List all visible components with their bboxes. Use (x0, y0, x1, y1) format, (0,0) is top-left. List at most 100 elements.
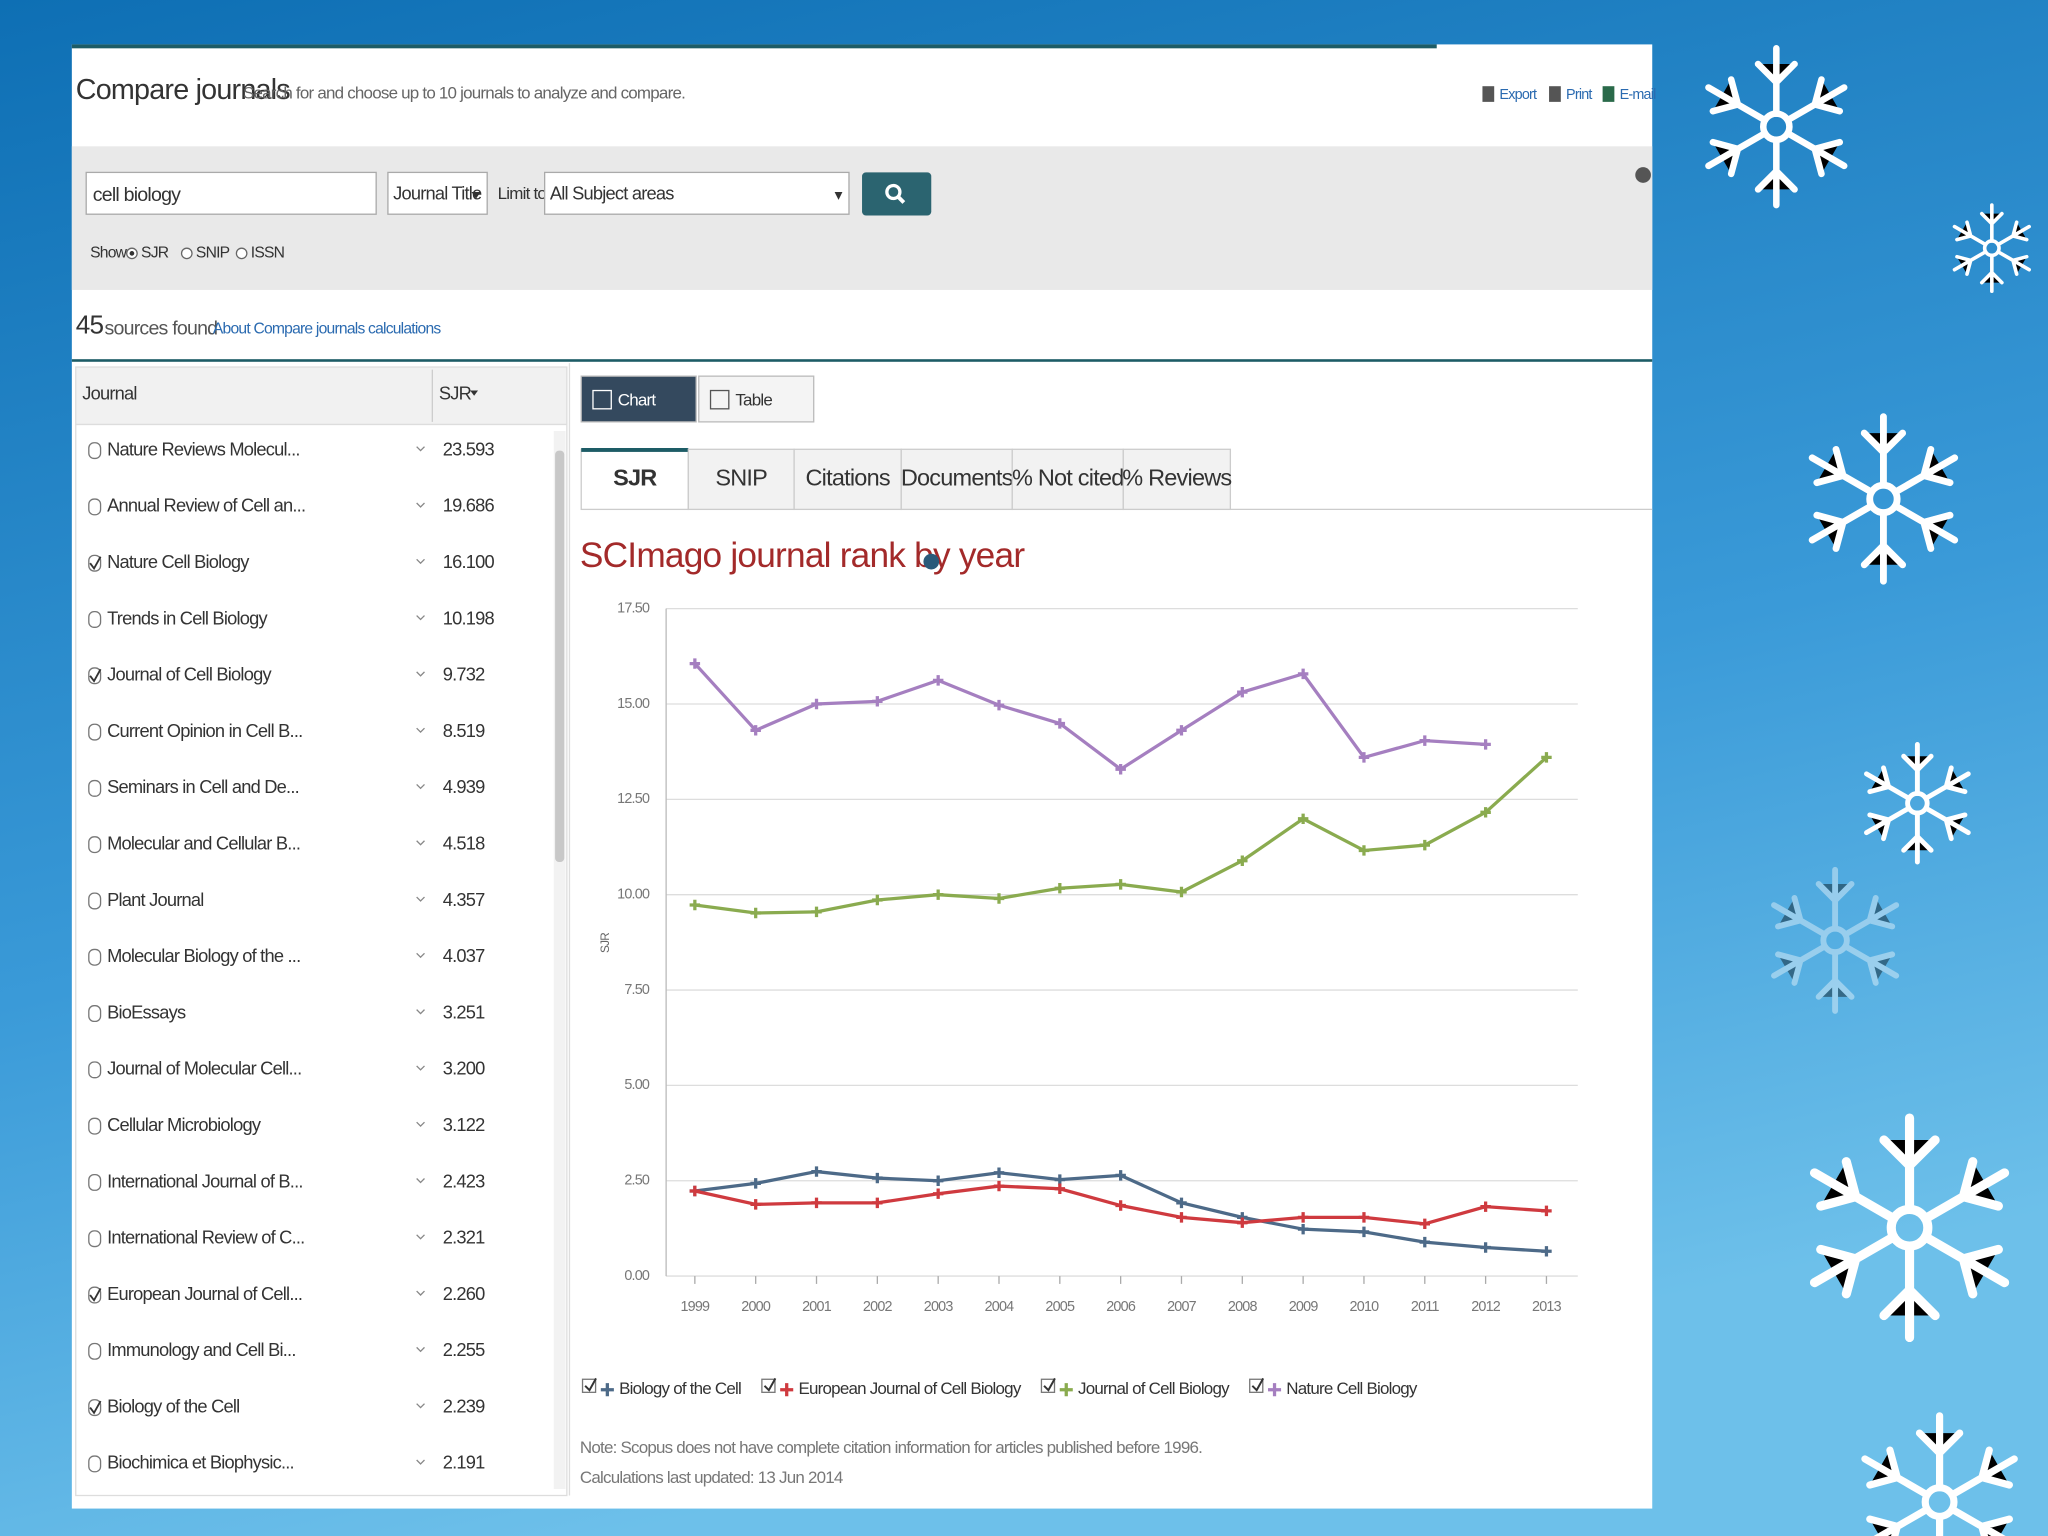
journal-name[interactable]: Molecular and Cellular B... (107, 832, 301, 853)
journal-name[interactable]: Current Opinion in Cell B... (107, 720, 303, 741)
col-header[interactable]: SJR (439, 382, 473, 403)
expand-icon[interactable] (416, 840, 425, 846)
checkbox[interactable] (1249, 1378, 1264, 1393)
journal-name[interactable]: Journal of Molecular Cell... (107, 1058, 302, 1079)
legend-label[interactable]: Nature Cell Biology (1286, 1379, 1418, 1398)
search-button[interactable] (862, 172, 932, 216)
tab[interactable] (687, 448, 795, 511)
row-checkbox[interactable] (88, 554, 102, 572)
row-checkbox[interactable] (88, 1230, 102, 1248)
journal-name[interactable]: Biochimica et Biophysic... (107, 1452, 295, 1473)
row-checkbox[interactable] (88, 1117, 102, 1135)
tab[interactable] (1122, 448, 1232, 511)
help-icon[interactable] (1635, 167, 1651, 183)
view-icon (709, 389, 730, 410)
actions: Export Print E-mail (1482, 86, 1657, 103)
expand-icon[interactable] (416, 1403, 425, 1409)
expand-icon[interactable] (416, 727, 425, 734)
row-checkbox[interactable] (88, 948, 102, 966)
tab-label[interactable]: % Reviews (1122, 465, 1232, 491)
scroll-thumb[interactable] (555, 450, 565, 863)
journal-name[interactable]: Seminars in Cell and De... (107, 776, 300, 797)
checkbox[interactable] (761, 1378, 776, 1393)
radio[interactable] (235, 247, 248, 260)
checkbox[interactable] (1040, 1378, 1056, 1393)
action-icon[interactable] (1549, 86, 1561, 102)
action-link[interactable]: Print (1566, 87, 1593, 103)
row-checkbox[interactable] (88, 1005, 102, 1023)
expand-icon[interactable] (416, 1346, 425, 1353)
expand-icon[interactable] (416, 1121, 425, 1128)
row-checkbox[interactable] (88, 611, 102, 628)
journal-name[interactable]: Biology of the Cell (107, 1395, 240, 1416)
legend-label[interactable]: Journal of Cell Biology (1078, 1379, 1231, 1398)
search-input[interactable] (85, 171, 377, 215)
help-icon[interactable] (923, 553, 940, 570)
limit-select[interactable] (543, 171, 850, 215)
row-checkbox[interactable] (88, 1455, 102, 1473)
view-button[interactable] (698, 375, 815, 423)
expand-icon[interactable] (416, 671, 425, 677)
action-icon[interactable] (1482, 86, 1495, 102)
tab[interactable] (1011, 448, 1124, 511)
row-checkbox[interactable] (88, 1173, 102, 1191)
expand-icon[interactable] (416, 783, 425, 790)
journal-name[interactable]: Trends in Cell Biology (107, 607, 269, 628)
row-checkbox[interactable] (88, 779, 102, 797)
expand-icon[interactable] (416, 1234, 425, 1240)
legend-label[interactable]: European Journal of Cell Biology (798, 1379, 1022, 1398)
row-checkbox[interactable] (88, 1342, 102, 1360)
row-checkbox[interactable] (88, 1061, 102, 1079)
journal-name[interactable]: European Journal of Cell... (107, 1283, 303, 1304)
view-label[interactable]: Chart (618, 390, 657, 409)
expand-icon[interactable] (416, 952, 425, 959)
row-checkbox[interactable] (88, 836, 102, 854)
tab-label[interactable]: SJR (613, 465, 658, 491)
action-link[interactable]: Export (1499, 87, 1537, 103)
calc-link[interactable]: About Compare journals calculations (213, 320, 442, 337)
tab[interactable] (793, 448, 902, 511)
radio[interactable] (180, 247, 193, 260)
tab-label[interactable]: Documents (901, 465, 1014, 491)
journal-name[interactable]: Cellular Microbiology (107, 1114, 263, 1135)
expand-icon[interactable] (416, 615, 425, 621)
journal-name[interactable]: Immunology and Cell Bi... (107, 1339, 296, 1360)
field-select[interactable] (387, 171, 488, 215)
x-tick-label: 2000 (741, 1299, 771, 1315)
journal-name[interactable]: BioEssays (107, 1001, 187, 1022)
expand-icon[interactable] (416, 1178, 425, 1184)
expand-icon[interactable] (416, 1009, 425, 1015)
tab-label[interactable]: SNIP (715, 465, 768, 491)
journal-name[interactable]: Nature Reviews Molecul... (107, 438, 300, 459)
point (1237, 855, 1248, 866)
row-checkbox[interactable] (88, 1286, 102, 1304)
row-checkbox[interactable] (88, 498, 102, 516)
journal-name[interactable]: International Journal of B... (107, 1170, 303, 1191)
tab-label[interactable]: Citations (805, 465, 890, 491)
row-checkbox[interactable] (88, 892, 102, 910)
legend-label[interactable]: Biology of the Cell (619, 1379, 742, 1398)
expand-icon[interactable] (416, 558, 425, 565)
journal-name[interactable]: International Review of C... (107, 1227, 305, 1248)
row-checkbox[interactable] (88, 723, 102, 741)
row-checkbox[interactable] (88, 667, 102, 685)
row-checkbox[interactable] (88, 442, 102, 460)
expand-icon[interactable] (416, 896, 425, 902)
expand-icon[interactable] (416, 1459, 425, 1465)
view-button[interactable] (580, 375, 697, 423)
action-icon[interactable] (1602, 86, 1615, 102)
expand-icon[interactable] (416, 1290, 425, 1296)
journal-name[interactable]: Plant Journal (107, 889, 204, 910)
tab-label[interactable]: % Not cited (1012, 465, 1124, 491)
journal-name[interactable]: Molecular Biology of the ... (107, 945, 301, 966)
expand-icon[interactable] (416, 1065, 425, 1071)
checkbox[interactable] (581, 1378, 597, 1393)
row-checkbox[interactable] (88, 1399, 102, 1417)
journal-name[interactable]: Annual Review of Cell an... (107, 495, 306, 516)
view-label[interactable]: Table (735, 390, 773, 409)
journal-name[interactable]: Journal of Cell Biology (107, 664, 273, 685)
expand-icon[interactable] (416, 446, 425, 452)
expand-icon[interactable] (416, 502, 425, 508)
action-link[interactable]: E-mail (1620, 87, 1657, 103)
journal-name[interactable]: Nature Cell Biology (107, 551, 251, 572)
